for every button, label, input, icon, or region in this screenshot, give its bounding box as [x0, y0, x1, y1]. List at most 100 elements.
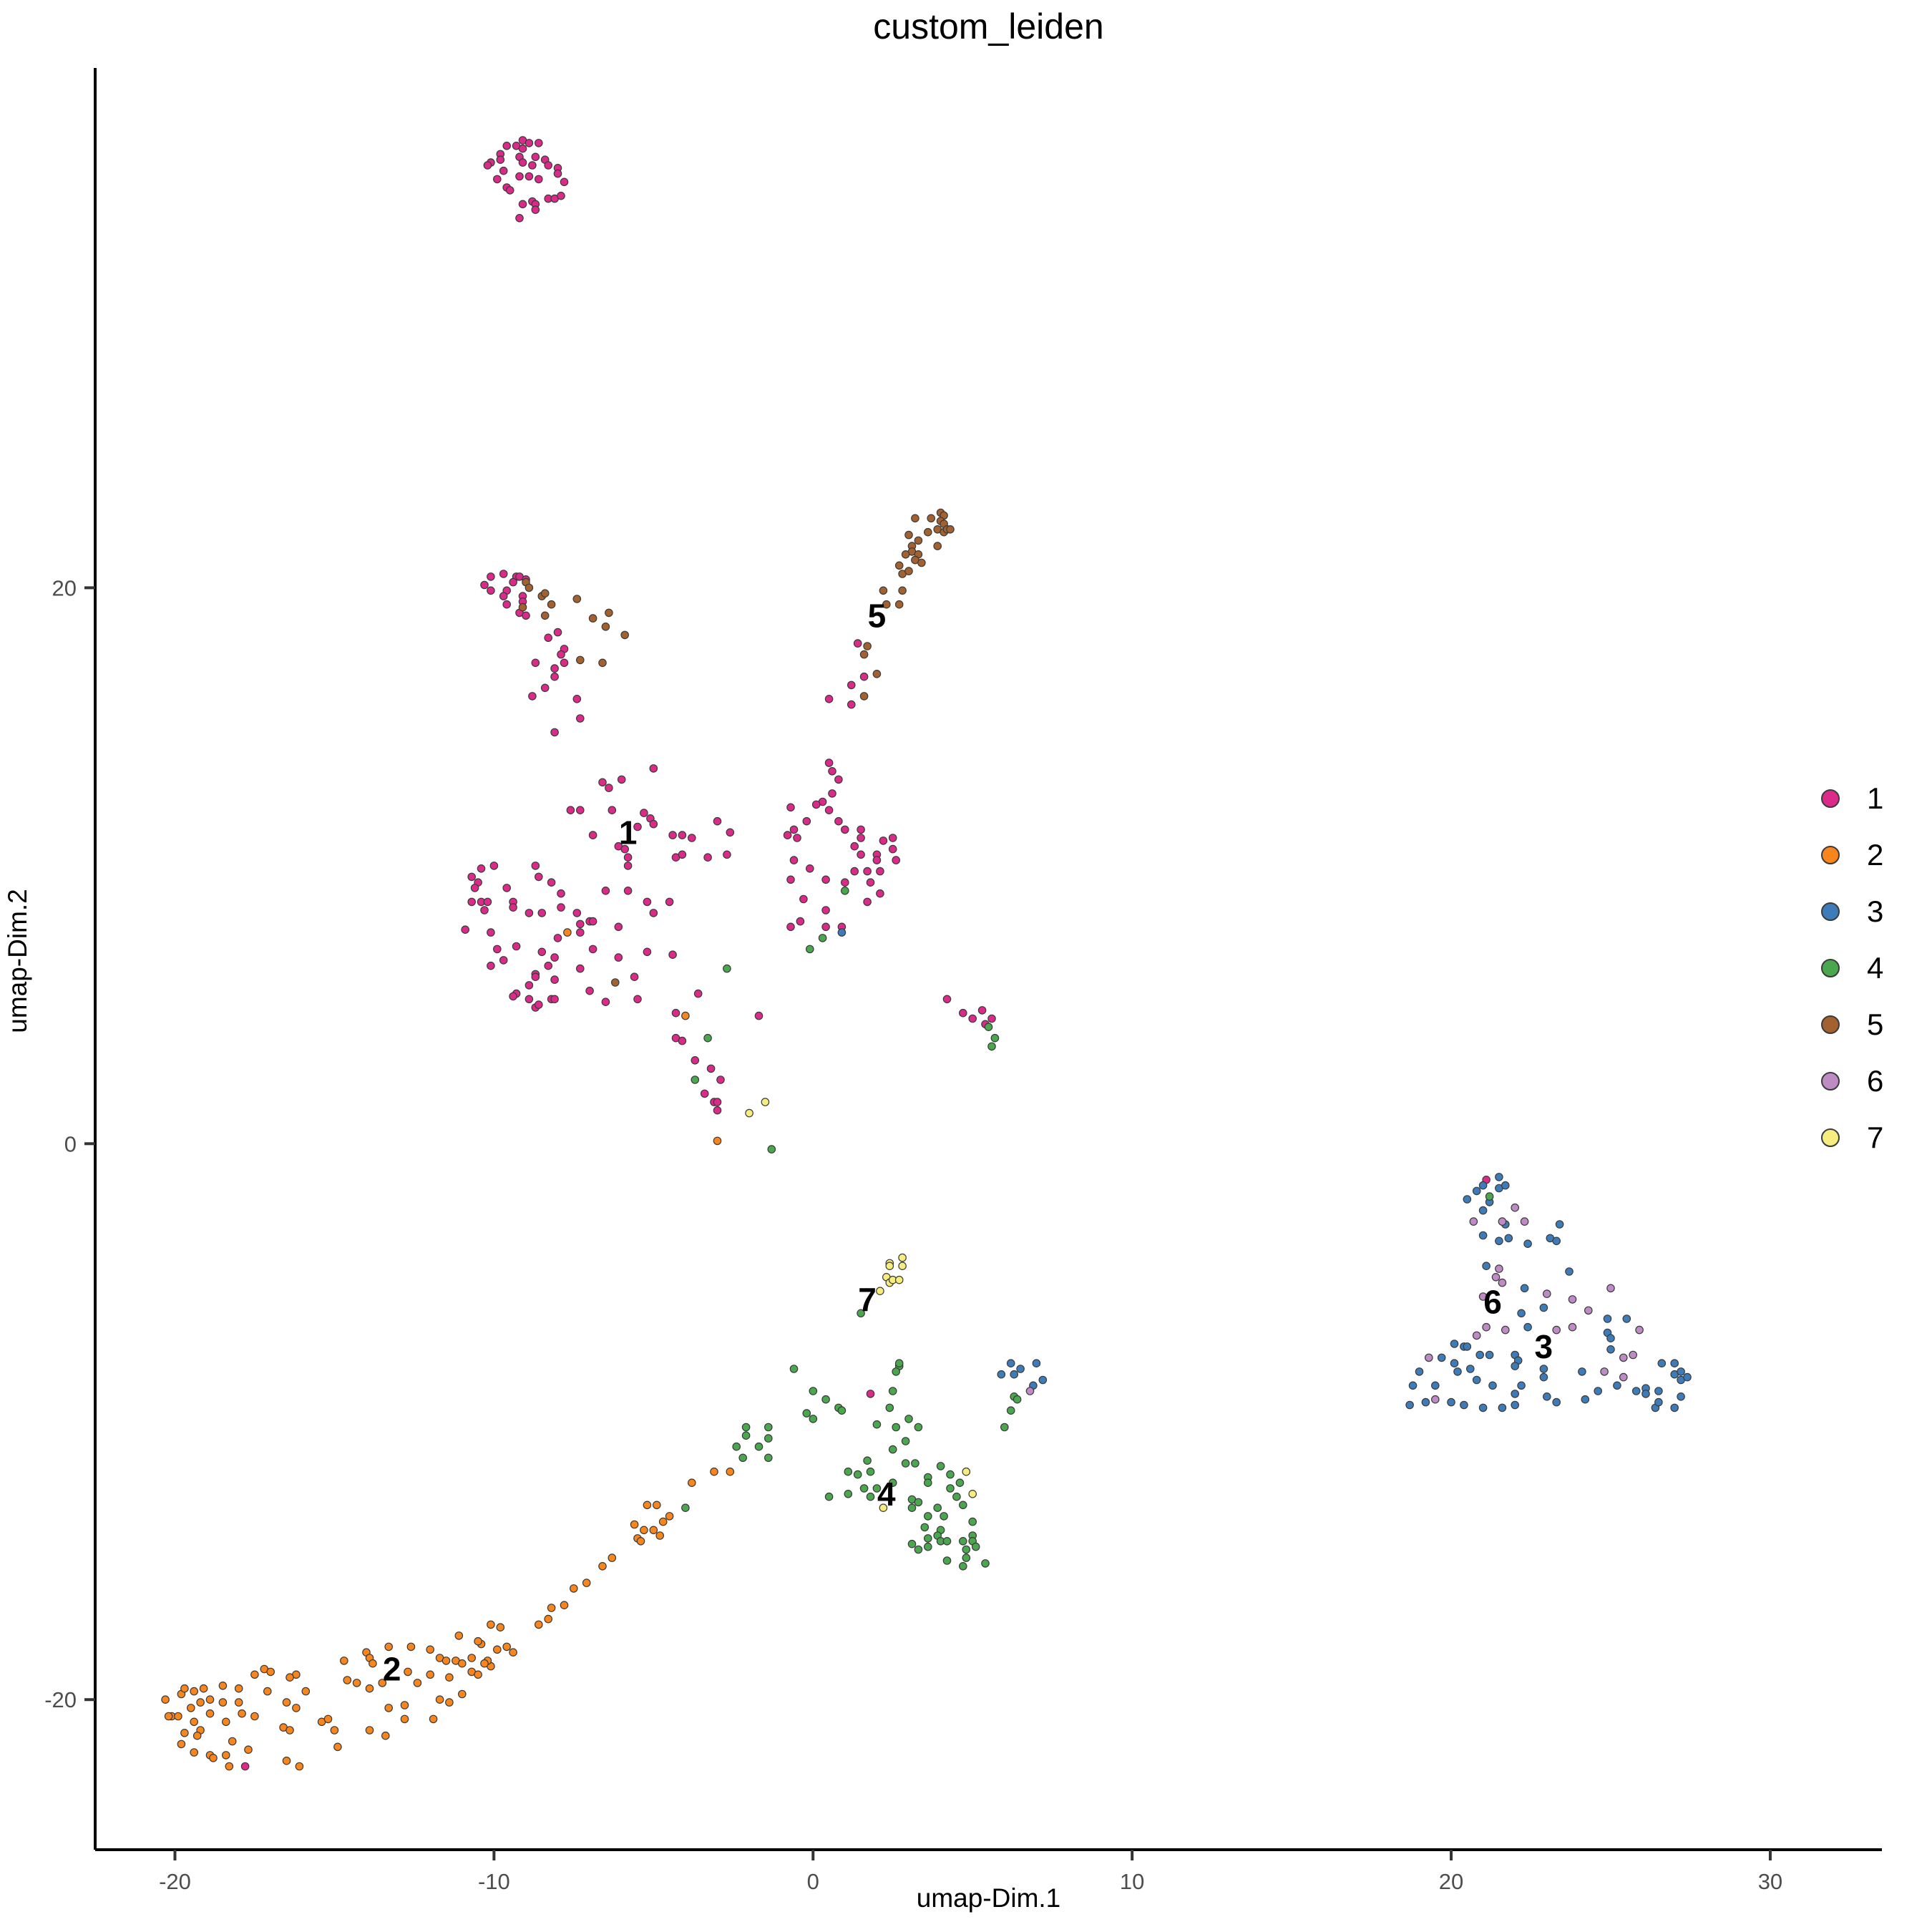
data-point-cluster-6 — [1520, 1217, 1529, 1226]
legend-swatch-5 — [1821, 1015, 1840, 1034]
data-point-cluster-3 — [1478, 1181, 1488, 1190]
data-point-cluster-2 — [343, 1676, 352, 1684]
data-point-cluster-2 — [365, 1726, 374, 1735]
data-point-cluster-1 — [649, 909, 658, 917]
data-point-cluster-2 — [560, 1601, 569, 1609]
x-axis-label: umap-Dim.1 — [916, 1883, 1061, 1913]
data-point-cluster-4 — [767, 1145, 776, 1153]
data-point-cluster-1 — [572, 694, 582, 703]
data-point-cluster-4 — [866, 1492, 875, 1501]
data-point-cluster-2 — [190, 1748, 198, 1757]
data-point-cluster-1 — [665, 897, 674, 907]
data-point-cluster-1 — [499, 570, 508, 578]
data-point-cluster-1 — [550, 728, 559, 737]
data-point-cluster-1 — [888, 844, 897, 854]
data-point-cluster-4 — [924, 1534, 932, 1543]
data-point-cluster-3 — [1603, 1314, 1612, 1323]
data-point-cluster-7 — [898, 1253, 907, 1262]
data-point-cluster-1 — [806, 864, 814, 873]
data-point-cluster-1 — [841, 878, 849, 887]
data-point-cluster-2 — [205, 1709, 215, 1718]
data-point-cluster-2 — [196, 1698, 205, 1707]
data-point-cluster-1 — [691, 1056, 700, 1065]
data-point-cluster-1 — [585, 986, 594, 995]
data-point-cluster-2 — [352, 1679, 361, 1687]
data-point-cluster-5 — [518, 602, 527, 612]
data-point-cluster-4 — [691, 1075, 700, 1084]
data-point-cluster-3 — [1517, 1381, 1526, 1390]
data-point-cluster-5 — [540, 611, 550, 620]
data-point-cluster-1 — [467, 872, 476, 882]
data-point-cluster-2 — [192, 1731, 202, 1740]
data-point-cluster-1 — [557, 650, 565, 659]
data-point-cluster-1 — [821, 906, 830, 914]
data-point-cluster-4 — [920, 1523, 930, 1532]
cluster-label-4: 4 — [877, 1475, 896, 1513]
data-point-cluster-4 — [866, 1467, 875, 1476]
data-point-cluster-1 — [863, 867, 872, 876]
data-point-cluster-3 — [1421, 1397, 1430, 1407]
data-point-cluster-2 — [713, 1136, 722, 1146]
data-point-cluster-4 — [968, 1517, 977, 1526]
data-point-cluster-2 — [480, 1659, 489, 1668]
data-point-cluster-2 — [205, 1695, 215, 1704]
data-point-cluster-1 — [799, 894, 808, 904]
data-point-cluster-3 — [1683, 1372, 1692, 1382]
data-point-cluster-6 — [1431, 1395, 1440, 1404]
data-point-cluster-1 — [531, 972, 540, 981]
data-point-cluster-4 — [703, 1033, 712, 1043]
data-point-cluster-5 — [872, 669, 882, 678]
data-point-cluster-1 — [987, 1014, 996, 1023]
data-point-cluster-2 — [244, 1745, 253, 1754]
data-point-cluster-1 — [959, 1008, 967, 1018]
data-point-cluster-2 — [263, 1687, 272, 1696]
data-point-cluster-1 — [866, 878, 875, 887]
data-point-cluster-2 — [400, 1714, 409, 1724]
data-point-cluster-1 — [540, 683, 550, 693]
data-point-cluster-1 — [560, 658, 569, 668]
data-point-cluster-1 — [550, 975, 559, 984]
data-point-cluster-4 — [821, 1395, 830, 1404]
data-point-cluster-2 — [608, 1553, 617, 1562]
x-tick-label: 10 — [1120, 1869, 1144, 1894]
data-point-cluster-2 — [384, 1642, 393, 1652]
data-point-cluster-2 — [218, 1682, 228, 1690]
data-point-cluster-1 — [534, 175, 543, 184]
data-point-cluster-1 — [483, 897, 492, 907]
x-tick-label: 20 — [1439, 1869, 1463, 1894]
data-point-cluster-7 — [968, 1490, 977, 1498]
data-point-cluster-4 — [907, 1503, 917, 1512]
legend-item-4: 4 — [1821, 940, 1932, 996]
data-point-cluster-7 — [885, 1262, 894, 1270]
data-point-cluster-1 — [470, 884, 479, 892]
data-point-cluster-2 — [726, 1467, 735, 1476]
data-point-cluster-1 — [693, 989, 703, 998]
data-point-cluster-1 — [866, 1390, 875, 1398]
data-point-cluster-1 — [467, 897, 476, 907]
data-point-cluster-6 — [1543, 1289, 1551, 1298]
data-point-cluster-3 — [1408, 1381, 1418, 1390]
data-point-cluster-3 — [1581, 1395, 1590, 1404]
data-point-cluster-1 — [572, 909, 582, 917]
data-point-cluster-5 — [894, 600, 904, 609]
data-point-cluster-1 — [480, 580, 489, 590]
data-point-cluster-5 — [598, 658, 607, 668]
data-point-cluster-1 — [575, 919, 585, 929]
data-point-cluster-3 — [1504, 1234, 1513, 1243]
data-point-cluster-5 — [859, 650, 869, 659]
data-point-cluster-4 — [955, 1478, 965, 1487]
data-point-cluster-1 — [841, 825, 849, 834]
data-point-cluster-2 — [569, 1584, 578, 1593]
data-point-cluster-5 — [898, 586, 907, 595]
data-point-cluster-4 — [681, 1503, 690, 1512]
data-point-cluster-2 — [164, 1712, 173, 1721]
data-point-cluster-3 — [1038, 1375, 1048, 1385]
data-point-cluster-2 — [649, 1526, 658, 1535]
data-point-cluster-3 — [1475, 1350, 1484, 1360]
data-point-cluster-1 — [811, 800, 821, 809]
data-point-cluster-4 — [894, 1359, 904, 1367]
data-point-cluster-3 — [1463, 1342, 1472, 1351]
data-point-cluster-4 — [764, 1434, 773, 1443]
data-point-cluster-1 — [649, 764, 658, 773]
